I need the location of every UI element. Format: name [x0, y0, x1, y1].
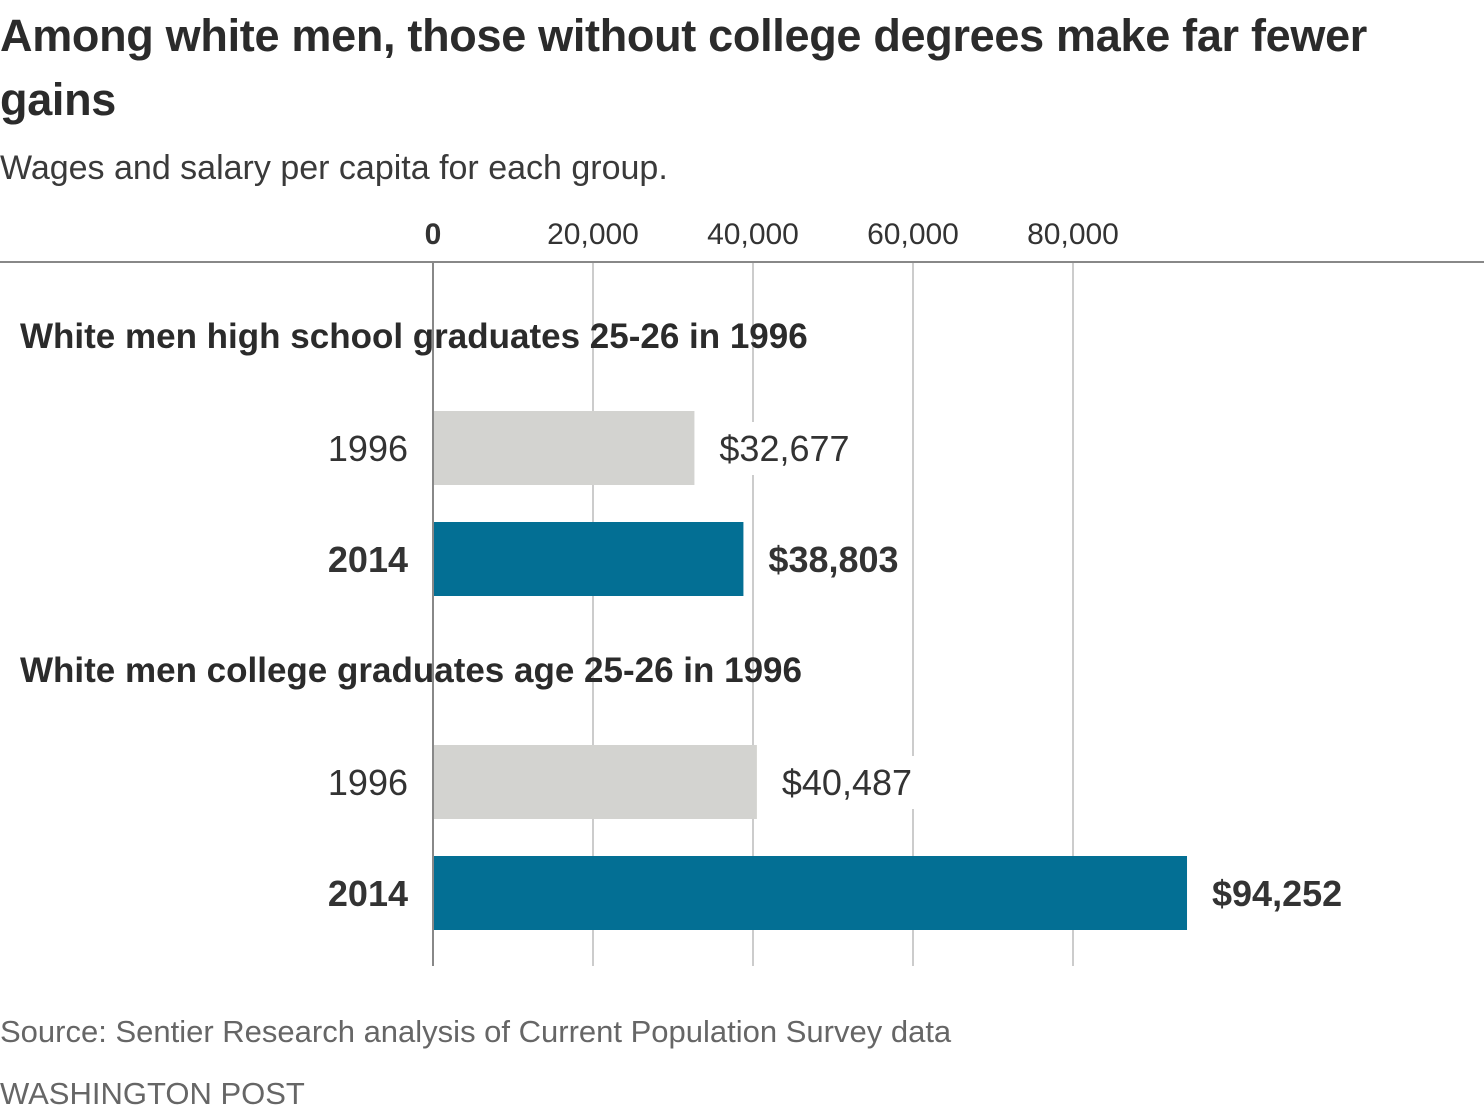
- value-label-background: [713, 422, 856, 475]
- tick-label: 20,000: [547, 218, 639, 251]
- tick-label: 80,000: [1027, 218, 1119, 251]
- group-title: White men college graduates age 25-26 in…: [20, 651, 802, 690]
- bar: [434, 745, 757, 819]
- chart-subtitle: Wages and salary per capita for each gro…: [0, 149, 668, 187]
- value-label: $38,803: [768, 539, 898, 580]
- x-axis-ticks: 0 20,000 40,000 60,000 80,000: [425, 218, 1119, 251]
- tick-label: 60,000: [867, 218, 959, 251]
- value-label-background: [1206, 867, 1349, 920]
- bar: [434, 522, 744, 596]
- group-title: White men high school graduates 25-26 in…: [20, 317, 808, 356]
- bar: [434, 411, 695, 485]
- category-label: 2014: [328, 873, 408, 914]
- value-label-background: [762, 533, 905, 586]
- value-label-background: [775, 756, 919, 809]
- tick-label: 40,000: [707, 218, 799, 251]
- category-label: 2014: [328, 539, 408, 580]
- source-note: Source: Sentier Research analysis of Cur…: [0, 1014, 952, 1049]
- category-label: 1996: [328, 428, 408, 469]
- tick-label: 0: [425, 218, 442, 251]
- value-label: $40,487: [782, 762, 912, 803]
- bars: White men high school graduates 25-26 in…: [20, 317, 1349, 930]
- bar: [434, 856, 1188, 930]
- value-label: $94,252: [1212, 873, 1342, 914]
- bar-chart: 0 20,000 40,000 60,000 80,000 White men high…: [0, 218, 1484, 966]
- chart-title: Among white men, those without college d…: [0, 10, 1368, 125]
- gridlines: [432, 262, 1074, 966]
- value-label: $32,677: [719, 428, 849, 469]
- credit-note: WASHINGTON POST: [0, 1076, 305, 1111]
- category-label: 1996: [328, 762, 408, 803]
